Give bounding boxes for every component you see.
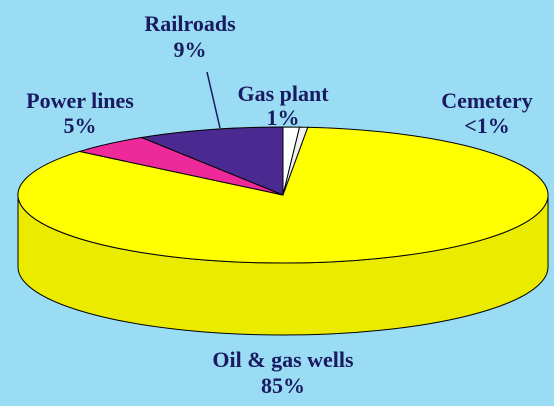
slice-label: Oil & gas wells (212, 347, 354, 372)
value-label: 5% (64, 113, 97, 138)
slice-label: Cemetery (441, 88, 533, 113)
value-label: <1% (464, 113, 510, 138)
leader-line (206, 71, 221, 129)
pie (17, 126, 549, 336)
value-label: 9% (174, 37, 207, 62)
value-label: 85% (261, 373, 305, 398)
slice (139, 126, 284, 196)
slice-label: Power lines (26, 88, 134, 113)
slice-label: Gas plant (237, 81, 329, 106)
slice-label: Railroads (144, 11, 236, 36)
value-label: 1% (267, 105, 300, 130)
